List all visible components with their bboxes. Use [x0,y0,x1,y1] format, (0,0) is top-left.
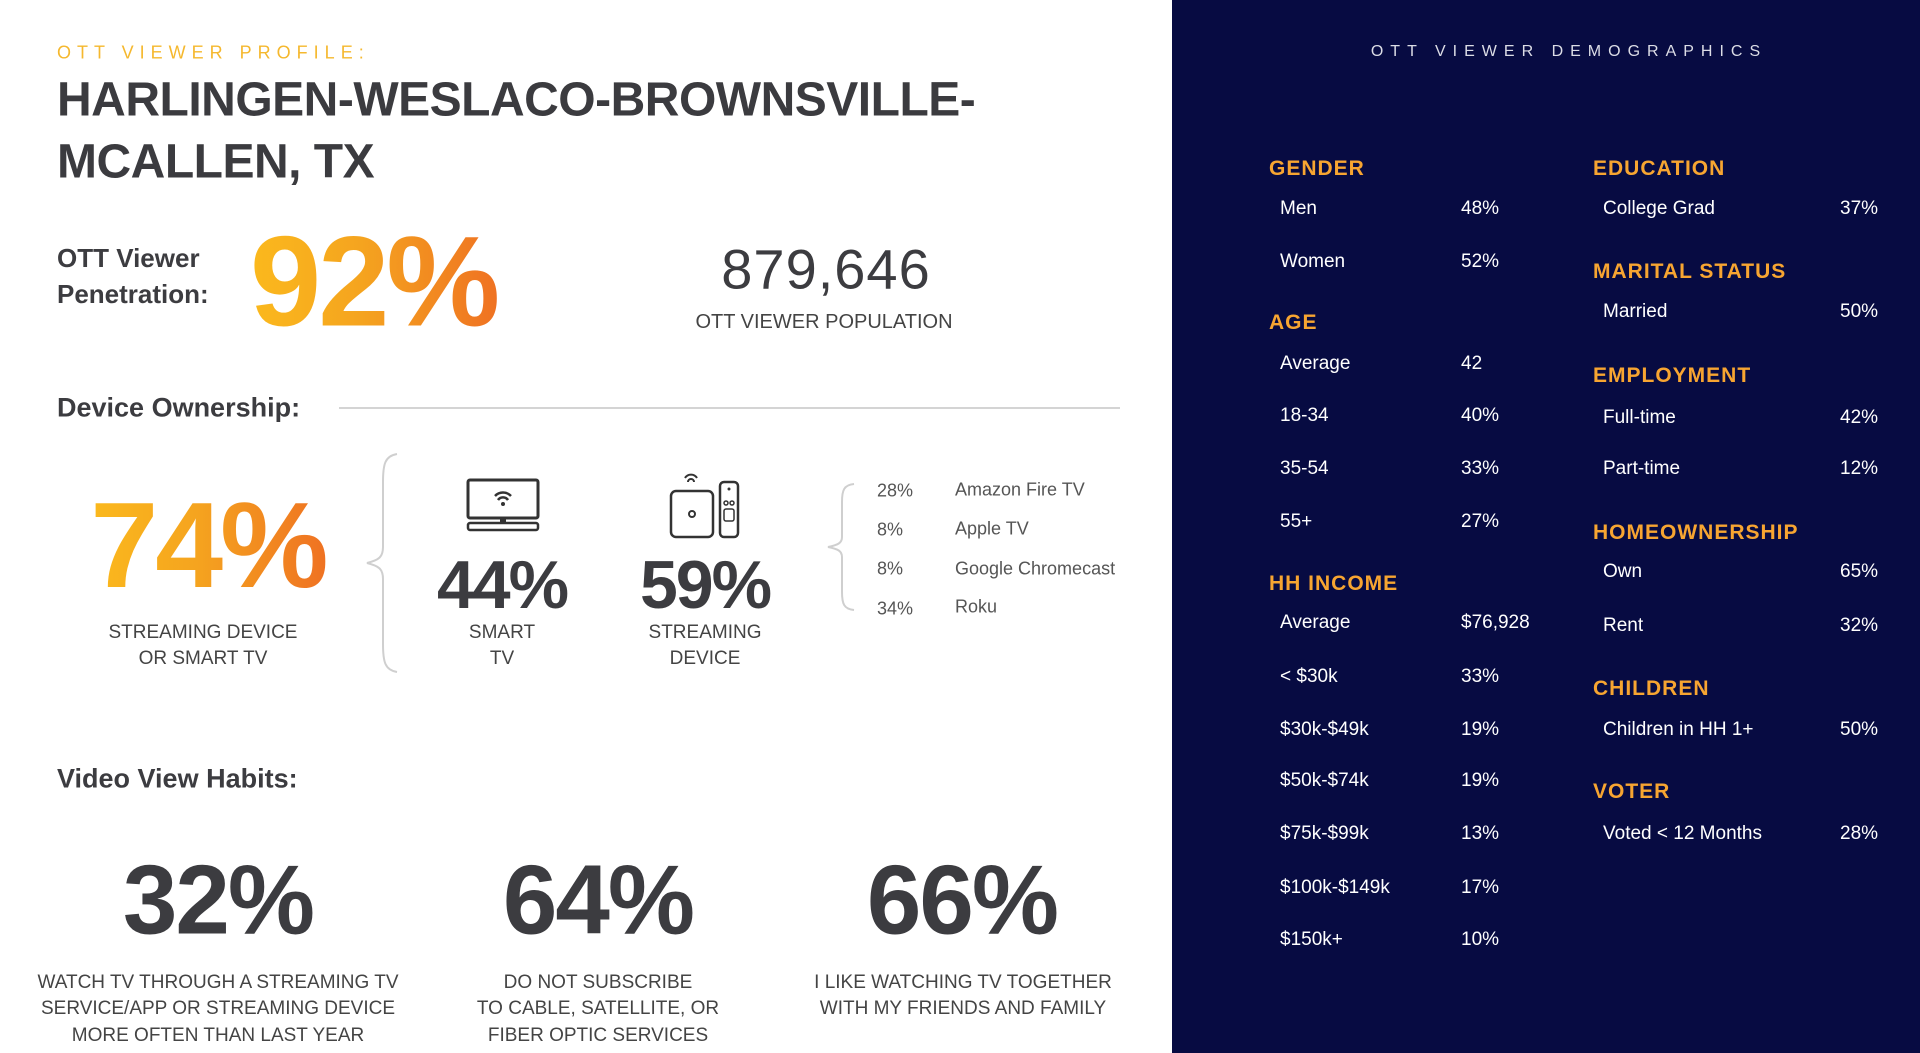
gender-heading: GENDER [1269,157,1365,180]
age-row-label: 18-34 [1280,405,1329,426]
income-row-label: < $30k [1280,666,1338,687]
brand-brace [827,483,855,611]
smart-tv-label-line1: SMART [468,622,536,643]
employment-row-value: 12% [1840,458,1879,479]
habit-value: 32% [122,844,315,955]
gender-row-label: Women [1280,251,1346,272]
brand-pct: 8% [877,519,904,540]
homeownership-row-value: 65% [1840,561,1879,582]
streaming-device-label-line1: STREAMING [648,622,762,643]
habit-caption: I LIKE WATCHING TV TOGETHER [814,972,1112,993]
page-title-line2: MCALLEN, TX [57,135,375,189]
employment-row-label: Full-time [1603,407,1676,428]
children-heading: CHILDREN [1593,677,1710,700]
voter-heading: VOTER [1593,780,1671,803]
device-total-value: 74% [90,477,328,613]
education-heading: EDUCATION [1593,157,1726,180]
streaming-device-icon [669,473,740,539]
brand-pct: 28% [877,480,914,501]
smart-tv-value: 44% [436,547,569,623]
income-row-value: 33% [1461,666,1500,687]
habit-caption: FIBER OPTIC SERVICES [487,1025,709,1046]
employment-row-label: Part-time [1603,458,1681,479]
income-row-label: $50k-$74k [1280,770,1369,791]
section-divider [339,407,1120,409]
device-total-label-line2: OR SMART TV [138,648,268,669]
marital-heading: MARITAL STATUS [1593,260,1787,283]
employment-heading: EMPLOYMENT [1593,364,1752,387]
habit-value: 64% [502,844,695,955]
population-value: 879,646 [721,237,931,301]
gender-row-label: Men [1280,198,1317,219]
penetration-label-line1: OTT Viewer [57,243,200,273]
brand-pct: 34% [877,598,914,619]
age-row-value: 40% [1461,405,1500,426]
income-row-value: 10% [1461,929,1500,950]
smart-tv-label-line2: TV [489,648,515,669]
marital-row-value: 50% [1840,301,1879,322]
age-row-value: 42 [1461,353,1483,374]
income-row-value: $76,928 [1461,612,1530,633]
page-title-line1: HARLINGEN-WESLACO-BROWNSVILLE- [57,73,976,127]
video-habits-heading: Video View Habits: [57,763,298,794]
demographics-title: OTT VIEWER DEMOGRAPHICS [1370,43,1768,60]
brand-pct: 8% [877,558,904,579]
device-ownership-heading: Device Ownership: [57,392,301,423]
education-row-label: College Grad [1603,198,1715,219]
penetration-value: 92% [250,210,500,354]
habit-caption: WATCH TV THROUGH A STREAMING TV [37,972,399,993]
age-row-label: 35-54 [1280,458,1329,479]
income-row-value: 13% [1461,823,1500,844]
income-row-label: Average [1280,612,1351,633]
homeownership-row-value: 32% [1840,615,1879,636]
children-row-label: Children in HH 1+ [1603,719,1754,740]
brand-name: Amazon Fire TV [955,479,1085,500]
voter-row-label: Voted < 12 Months [1603,823,1762,844]
habit-caption: DO NOT SUBSCRIBE [503,972,693,993]
age-row-value: 33% [1461,458,1500,479]
marital-row-label: Married [1603,301,1668,322]
demographics-panel [1172,0,1920,1053]
streaming-device-value: 59% [639,547,772,623]
brand-name: Google Chromecast [955,558,1116,579]
children-row-value: 50% [1840,719,1879,740]
age-row-label: 55+ [1280,511,1313,532]
population-label: OTT VIEWER POPULATION [695,311,953,333]
income-row-label: $100k-$149k [1280,877,1390,898]
age-row-label: Average [1280,353,1351,374]
income-row-label: $75k-$99k [1280,823,1369,844]
income-row-label: $30k-$49k [1280,719,1369,740]
habit-caption: WITH MY FRIENDS AND FAMILY [819,998,1107,1019]
age-row-value: 27% [1461,511,1500,532]
homeownership-row-label: Rent [1603,615,1644,636]
brand-name: Roku [955,596,998,617]
education-row-value: 37% [1840,198,1879,219]
voter-row-value: 28% [1840,823,1879,844]
penetration-label-line2: Penetration: [57,279,209,309]
habit-caption: TO CABLE, SATELLITE, OR [476,998,720,1019]
habit-caption: MORE OFTEN THAN LAST YEAR [71,1025,365,1046]
streaming-device-label-line2: DEVICE [669,648,741,669]
smart-tv-icon [466,478,540,532]
homeownership-row-label: Own [1603,561,1643,582]
age-heading: AGE [1269,311,1318,334]
habit-value: 66% [866,844,1059,955]
income-heading: HH INCOME [1269,572,1399,595]
habit-caption: SERVICE/APP OR STREAMING DEVICE [40,998,396,1019]
income-row-label: $150k+ [1280,929,1343,950]
income-row-value: 17% [1461,877,1500,898]
employment-row-value: 42% [1840,407,1879,428]
profile-kicker: OTT VIEWER PROFILE: [57,42,370,63]
income-row-value: 19% [1461,719,1500,740]
device-total-label-line1: STREAMING DEVICE [108,622,298,643]
brand-name: Apple TV [955,518,1029,539]
left-brace [366,453,398,673]
gender-row-value: 48% [1461,198,1500,219]
income-row-value: 19% [1461,770,1500,791]
homeownership-heading: HOMEOWNERSHIP [1593,521,1799,544]
gender-row-value: 52% [1461,251,1500,272]
